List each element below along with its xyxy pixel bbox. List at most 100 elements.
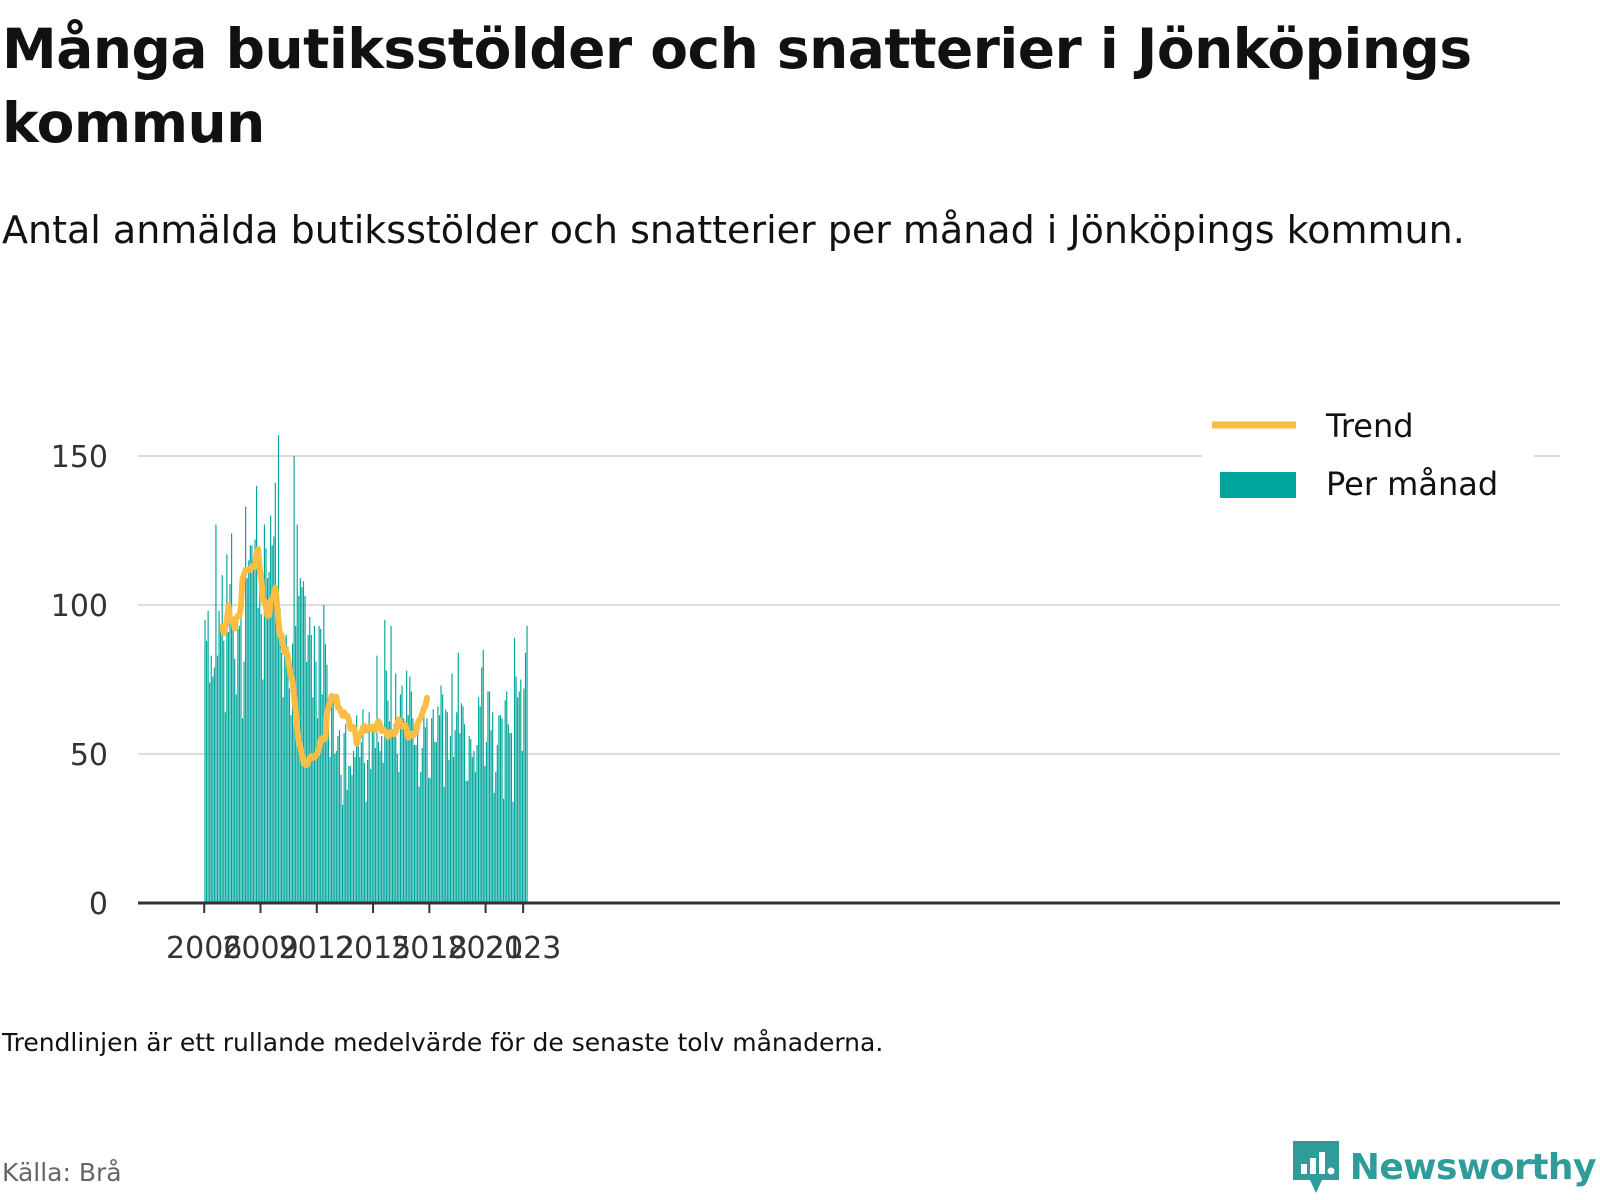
bar-per-month (252, 566, 255, 903)
bar-per-month (218, 610, 220, 903)
bar-per-month (473, 751, 475, 903)
legend-trend-label: Trend (1325, 407, 1414, 445)
bar-per-month (417, 718, 419, 903)
y-tick-label: 100 (51, 589, 108, 624)
bar-per-month (487, 691, 489, 903)
bar-per-month (427, 777, 430, 903)
x-tick-label: 2018 (391, 931, 467, 966)
bar-per-month (463, 724, 466, 903)
bar-per-month (313, 625, 316, 903)
bar-per-month (351, 774, 353, 903)
bar-per-month (401, 685, 403, 903)
bar-per-month (257, 607, 259, 903)
trend-layer (219, 545, 430, 769)
bar-per-month (205, 640, 208, 903)
bar-per-month (424, 727, 427, 903)
trend-line (219, 545, 430, 769)
bar-per-month (259, 554, 261, 903)
bar-per-month (324, 643, 326, 903)
x-tick-label: 2006 (166, 931, 242, 966)
bar-per-month (352, 751, 355, 903)
bar-per-month (474, 771, 477, 903)
bar-per-month (488, 691, 491, 903)
bar-per-month (227, 631, 230, 903)
bar-per-month (498, 715, 500, 903)
bar-per-month (503, 798, 505, 903)
bar-per-month (363, 762, 366, 903)
bar-per-month (423, 703, 425, 903)
y-tick-label: 50 (70, 738, 108, 773)
bar-per-month (302, 581, 305, 903)
bar-per-month (371, 727, 373, 903)
bar-per-month (462, 706, 464, 903)
bar-per-month (235, 694, 237, 903)
x-tick-label: 2012 (279, 931, 355, 966)
bar-per-month (251, 545, 253, 903)
bar-per-month (312, 697, 314, 903)
bar-per-month (343, 733, 345, 903)
bar-per-month (438, 715, 441, 903)
bar-per-month (387, 700, 389, 903)
bar-per-month (398, 771, 400, 903)
bar-per-month (338, 730, 341, 903)
bar-per-month (512, 801, 514, 903)
bar-per-month (304, 596, 306, 903)
bar-per-month (520, 679, 522, 903)
bar-per-month (517, 697, 519, 903)
bar-per-month (385, 670, 387, 903)
bar-per-month (245, 506, 247, 903)
bar-per-month (518, 691, 520, 903)
bar-per-month (402, 718, 405, 903)
bar-per-month (449, 736, 452, 903)
bar-per-month (376, 655, 378, 903)
bar-per-month (345, 724, 347, 903)
bar-per-month (323, 605, 325, 903)
newsworthy-logo: Newsworthy (1290, 1138, 1597, 1196)
bar-per-month (471, 756, 473, 903)
bars-per-month (204, 435, 528, 903)
bar-per-month (226, 554, 228, 903)
bar-per-month (524, 652, 527, 903)
bar-per-month (418, 786, 420, 903)
x-tick-label: 2023 (485, 931, 561, 966)
bar-per-month (307, 634, 309, 903)
bar-per-month (237, 628, 239, 903)
bar-per-month (274, 482, 276, 903)
bar-per-month (268, 572, 270, 903)
bar-per-month (279, 607, 281, 903)
bar-per-month (456, 712, 458, 903)
bar-per-month (510, 733, 512, 903)
bar-per-month (396, 754, 398, 903)
bar-per-month (249, 545, 251, 903)
footnote: Trendlinjen är ett rullande medelvärde f… (2, 1028, 884, 1057)
bar-per-month (496, 745, 498, 903)
bar-per-month (521, 751, 523, 903)
bar-per-month (265, 548, 267, 903)
bar-per-month (459, 733, 461, 903)
bar-per-month (349, 765, 351, 903)
bar-per-month (234, 658, 236, 903)
bar-per-month (468, 736, 470, 903)
bar-per-month (513, 637, 516, 903)
bar-per-month (221, 575, 223, 903)
bar-per-month (381, 736, 383, 903)
legend: Trend Per månad (1202, 407, 1534, 528)
bar-per-month (318, 625, 320, 903)
bar-per-month (295, 625, 297, 903)
bar-per-month (374, 748, 376, 903)
bar-per-month (429, 777, 431, 903)
bar-per-month (287, 646, 289, 903)
bar-per-month (492, 712, 494, 903)
bar-per-month (370, 768, 372, 903)
newsworthy-logo-icon (1292, 1141, 1339, 1193)
chart-title: Många butiksstölder och snatterier i Jön… (2, 17, 1472, 155)
bar-per-month (248, 560, 250, 903)
bar-per-month (421, 748, 423, 903)
bar-per-month (263, 524, 265, 903)
bar-per-month (288, 688, 290, 903)
bar-per-month (443, 786, 445, 903)
x-tick-label: 2015 (335, 931, 411, 966)
bar-per-month (256, 485, 258, 903)
bar-per-month (223, 640, 225, 903)
bar-per-month (431, 718, 433, 903)
